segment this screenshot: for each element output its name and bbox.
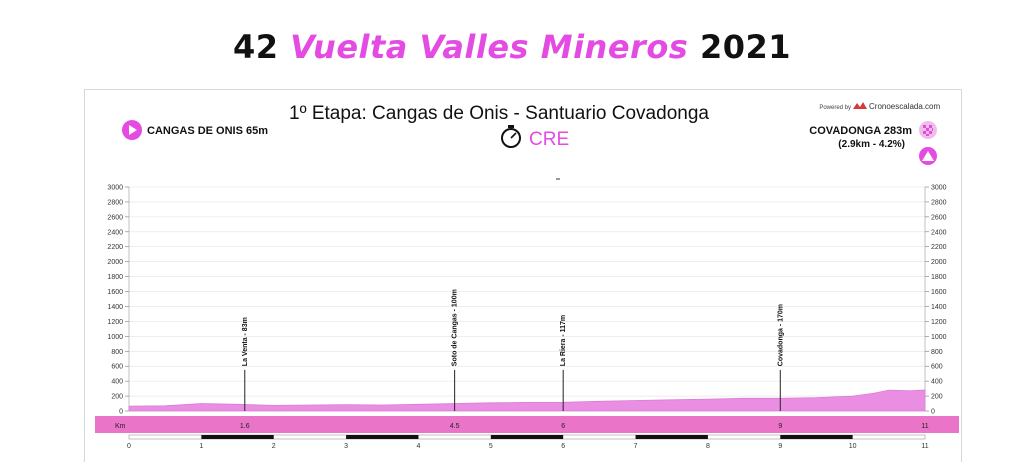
elevation-profile-chart: 1º Etapa: Cangas de Onis - Santuario Cov… [95,102,959,450]
mountain-icon [919,147,937,165]
y-tick-label: 1400 [931,304,947,311]
km-marker: 1.6 [240,423,250,430]
race-name: Vuelta Valles Mineros [290,28,689,66]
waypoint-label: La Riera - 117m [560,315,567,366]
x-tick-label: 9 [778,443,782,450]
y-tick-label: 800 [111,349,123,356]
y-tick-label: 1000 [931,334,947,341]
y-tick-label: 2400 [931,229,947,236]
stage-title: 1º Etapa: Cangas de Onis - Santuario Cov… [289,103,709,124]
scale-segment [490,435,564,439]
x-tick-label: 10 [849,443,857,450]
y-tick-label: 200 [111,394,123,401]
race-edition: 42 [232,28,279,66]
km-markers: 1.6 4.5 6 9 11 [240,423,929,430]
y-tick-label: 1800 [931,274,947,281]
scale-segments [201,435,853,439]
y-tick-label: 2000 [107,259,123,266]
y-tick-label: 2200 [107,244,123,251]
y-tick-label: 800 [931,349,943,356]
y-tick-label: 600 [111,364,123,371]
y-tick-label: 2000 [931,259,947,266]
y-tick-label: 2800 [107,199,123,206]
brand-mountain-icon [853,102,867,109]
y-tick-label: 400 [111,379,123,386]
stopwatch-icon [501,125,521,148]
brand-logo: Cronoescalada.com [853,102,940,111]
x-axis: 0 1 2 3 4 5 6 7 8 9 10 11 [127,443,929,450]
finish-name: COVADONGA 283m [809,125,912,137]
km-label: Km [115,423,126,430]
powered-by: Powered by [819,105,851,111]
race-year: 2021 [699,28,792,66]
y-tick-label: 3000 [107,185,123,192]
x-tick-label: 0 [127,443,131,450]
x-tick-label: 2 [272,443,276,450]
x-tick-label: 8 [706,443,710,450]
km-marker: 6 [561,423,565,430]
y-tick-label: 1400 [107,304,123,311]
x-tick-label: 7 [634,443,638,450]
brand-name: Cronoescalada.com [869,102,940,111]
x-tick-label: 3 [344,443,348,450]
x-tick-label: 4 [417,443,421,450]
x-tick-label: 11 [921,443,928,450]
y-tick-label: 2600 [107,214,123,221]
y-tick-label: 1200 [107,319,123,326]
play-icon [122,120,142,140]
y-tick-label: 1200 [931,319,947,326]
y-tick-label: 2400 [107,229,123,236]
profile-panel: 1º Etapa: Cangas de Onis - Santuario Cov… [84,89,962,462]
km-marker: 4.5 [450,423,460,430]
y-tick-label: 0 [931,409,935,416]
y-tick-label: 0 [119,409,123,416]
km-marker: 9 [778,423,782,430]
y-tick-label: 1000 [107,334,123,341]
x-tick-label: 6 [561,443,565,450]
checkered-flag-icon [919,121,937,139]
profile-area [128,389,926,412]
y-tick-label: 1600 [931,289,947,296]
km-band [95,416,959,433]
y-tick-label: 1600 [107,289,123,296]
y-tick-label: 3000 [931,185,947,192]
waypoint-label: Soto de Cangas - 100m [452,289,459,366]
waypoint-label: La Venta - 83m [242,317,249,366]
y-tick-label: 600 [931,364,943,371]
y-tick-label: 2200 [931,244,947,251]
scale-segment [780,435,853,439]
x-tick-label: 5 [489,443,493,450]
y-tick-label: 1800 [107,274,123,281]
scale-segment [346,435,419,439]
x-tick-label: 1 [199,443,203,450]
scale-segment [201,435,274,439]
y-axis-left: 0 200 400 600 800 1000 1200 1400 1600 1800 2000 220… [107,185,130,416]
waypoints: La Venta - 83m Soto de Cangas - 100m La Ri… [242,289,784,411]
y-tick-label: 200 [931,394,943,401]
y-tick-label: 2600 [931,214,947,221]
profile-area-fill [128,389,926,412]
y-tick-label: 400 [931,379,943,386]
waypoint-label: Covadonga - 170m [777,304,784,366]
km-marker: 11 [921,423,928,430]
y-tick-label: 2800 [931,199,947,206]
finish-detail: (2.9km - 4.2%) [838,139,905,150]
race-title: 42 Vuelta Valles Mineros 2021 [0,28,1024,66]
scale-segment [635,435,708,439]
y-axis-right: 0 200 400 600 800 1000 1200 1400 1600 1800 2000 220… [924,185,947,416]
start-name: CANGAS DE ONIS 65m [147,125,268,137]
grid [129,186,925,412]
stage-type: CRE [529,129,569,150]
